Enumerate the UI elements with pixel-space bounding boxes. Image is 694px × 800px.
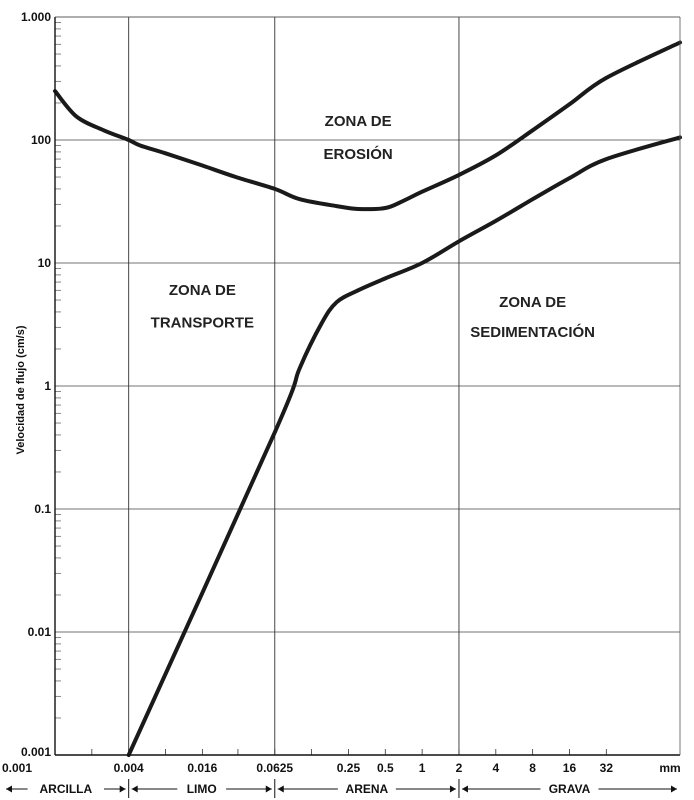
zone-labels: ZONA DE EROSIÓN ZONA DE TRANSPORTE ZONA DE SE… xyxy=(151,113,595,341)
band-arrow-left xyxy=(277,785,284,793)
band-arrow-right xyxy=(671,785,677,793)
y-tick-label: 100 xyxy=(31,133,51,147)
band-arrow-left xyxy=(131,785,138,793)
band-label-arena: ARENA xyxy=(346,782,389,796)
band-label-arcilla: ARCILLA xyxy=(40,782,93,796)
y-tick-label: 0.1 xyxy=(34,502,51,516)
zone-erosion-line-2: EROSIÓN xyxy=(324,145,393,163)
y-tick-labels: 0.001 0.01 0.1 1 10 100 1.000 xyxy=(21,10,51,759)
x-tick-label: 0.25 xyxy=(337,761,361,775)
erosion-curve xyxy=(53,40,682,212)
x-tick-label: 0.004 xyxy=(114,761,144,775)
band-arrow-left xyxy=(6,785,12,793)
band-arrow-left xyxy=(461,785,468,793)
series-layer xyxy=(53,40,682,757)
zone-transporte-line-2: TRANSPORTE xyxy=(151,314,254,331)
zone-erosion-line-1: ZONA DE xyxy=(325,113,392,130)
y-tick-label: 0.001 xyxy=(21,745,51,759)
x-tick-labels: 0.001 0.004 0.016 0.0625 0.25 0.5 1 2 4 8 16 32 mm xyxy=(2,761,681,775)
x-tick-label: 0.0625 xyxy=(256,761,293,775)
x-tick-label: 2 xyxy=(456,761,463,775)
x-tick-label: 0.001 xyxy=(2,761,32,775)
x-tick-label: 16 xyxy=(563,761,577,775)
band-arrow-right xyxy=(449,785,456,793)
y-tick-label: 0.01 xyxy=(28,625,52,639)
y-tick-label: 1 xyxy=(44,379,51,393)
x-tick-label: 0.5 xyxy=(377,761,394,775)
x-unit-label: mm xyxy=(659,761,680,775)
x-tick-label: 32 xyxy=(600,761,614,775)
zone-sedimentacion-line-1: ZONA DE xyxy=(499,294,566,311)
x-tick-label: 0.016 xyxy=(187,761,217,775)
size-class-bands: ARCILLA LIMO ARENA GRAVA xyxy=(6,779,677,798)
band-label-grava: GRAVA xyxy=(549,782,591,796)
y-tick-label: 10 xyxy=(38,256,52,270)
zone-transporte-line-1: ZONA DE xyxy=(169,282,236,299)
x-tick-label: 1 xyxy=(419,761,426,775)
grid xyxy=(54,16,680,756)
y-axis-label: Velocidad de flujo (cm/s) xyxy=(15,325,27,454)
y-tick-label: 1.000 xyxy=(21,10,51,24)
band-arrow-right xyxy=(265,785,272,793)
band-label-limo: LIMO xyxy=(187,782,217,796)
x-tick-label: 4 xyxy=(492,761,499,775)
axes xyxy=(54,16,681,756)
sedimentation-curve xyxy=(126,135,682,757)
x-tick-label: 8 xyxy=(529,761,536,775)
band-arrow-right xyxy=(119,785,126,793)
zone-sedimentacion-line-2: SEDIMENTACIÓN xyxy=(470,323,595,341)
